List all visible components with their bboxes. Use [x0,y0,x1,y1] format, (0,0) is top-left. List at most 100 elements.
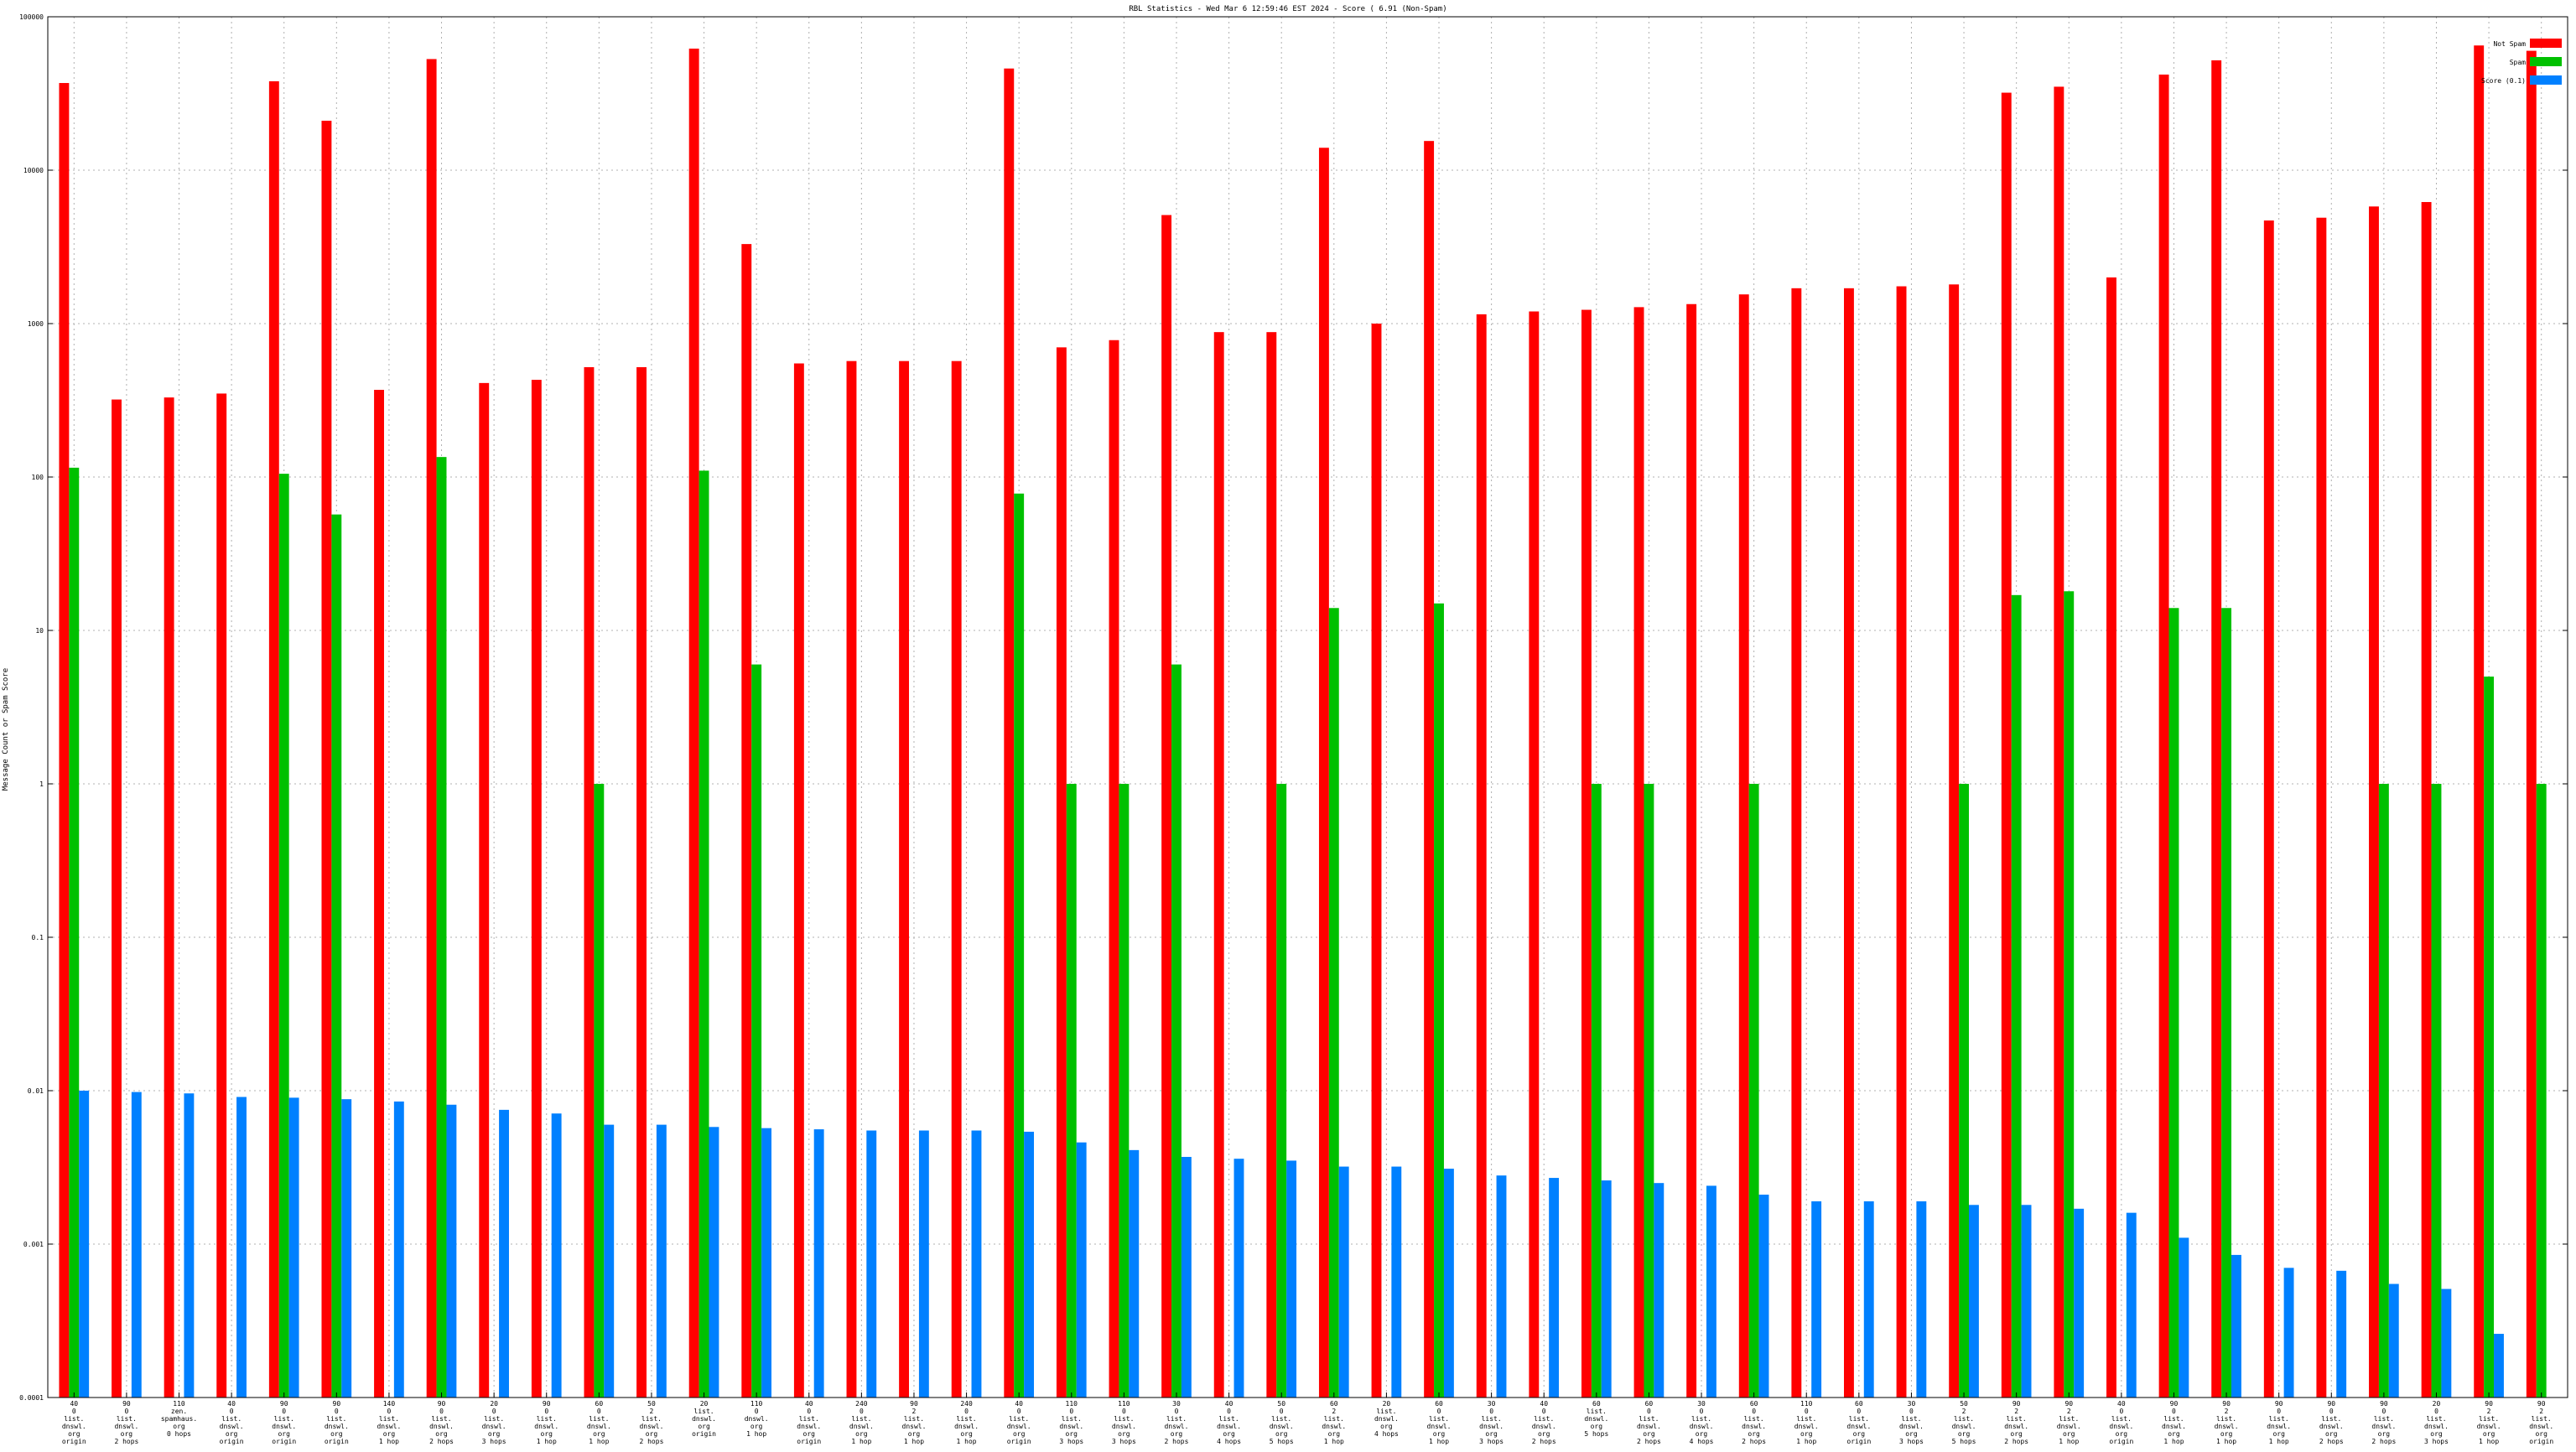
x-tick-label-line: dnswl. [1007,1423,1031,1430]
bar-score-0-1 [866,1130,877,1398]
x-tick-label-line: 4 hops [1690,1438,1714,1445]
x-tick-label-line: 20 [700,1400,709,1408]
x-tick-label-line: list. [1429,1415,1449,1423]
x-tick-label: 40 0 list. dnswl. org origin [220,1400,244,1445]
x-tick-label-line: origin [325,1438,349,1445]
x-tick-label-line: list. [2321,1415,2341,1423]
bar-spam [1119,784,1130,1398]
x-tick-label-line: 0 [860,1408,864,1415]
x-tick-label-line: 90 [2012,1400,2021,1408]
bar-score-0-1 [2126,1212,2137,1398]
x-tick-label-line: org [1275,1430,1288,1438]
bar-score-0-1 [2179,1237,2189,1398]
bar-score-0-1 [2074,1208,2085,1398]
x-tick-label-line: 5 hops [1584,1430,1608,1438]
bar-spam [751,664,762,1398]
x-tick-label-line: dnswl. [2267,1423,2291,1430]
x-tick-label-line: dnswl. [2162,1423,2186,1430]
x-tick-label-line: 90 [2327,1400,2335,1408]
x-tick-label-line: org [121,1430,133,1438]
x-tick-label-line: 0 [1175,1408,1179,1415]
x-tick-label-line: 60 [1330,1400,1338,1408]
bar-spam [2168,608,2179,1398]
x-tick-label-line: org [750,1423,763,1430]
x-tick-label: 90 2 list. dnswl. org 1 hop [2477,1400,2501,1445]
bar-spam [2378,784,2389,1398]
x-tick-label-line: list. [2059,1415,2079,1423]
x-tick-label-line: origin [2529,1438,2553,1445]
x-tick-label-line: dnswl. [1112,1423,1136,1430]
x-tick-label-line: zen. [171,1408,187,1415]
x-tick-label-line: 110 [1800,1400,1813,1408]
bar-not-spam [268,80,279,1398]
x-tick-label-line: dnswl. [2319,1423,2344,1430]
x-tick-label-line: dnswl. [429,1423,454,1430]
x-tick-label-line: org [1853,1430,1866,1438]
x-tick-label-line: list. [1587,1408,1607,1415]
x-tick-label-line: 0 [1805,1408,1809,1415]
bar-not-spam [321,121,332,1398]
x-tick-label-line: 90 [2170,1400,2179,1408]
bar-score-0-1 [131,1092,142,1398]
x-tick-label-line: list. [2007,1415,2027,1423]
y-tick-label: 0.1 [32,934,44,941]
bar-score-0-1 [1391,1166,1402,1398]
x-tick-label-line: 2 [2225,1408,2229,1415]
x-tick-label-line: dnswl. [692,1415,716,1423]
bar-not-spam [1529,311,1540,1398]
x-tick-label-line: list. [2163,1415,2184,1423]
x-tick-label-line: 2 [2487,1408,2491,1415]
x-tick-label-line: org [1223,1430,1235,1438]
x-tick-label-line: list. [64,1415,84,1423]
x-tick-label-line: org [2430,1430,2443,1438]
x-tick-label-line: 2 hops [1532,1438,1556,1445]
bar-score-0-1 [656,1124,667,1398]
x-tick-label-line: org [488,1430,501,1438]
x-tick-label-line: 50 [1277,1400,1285,1408]
bar-score-0-1 [1968,1205,1979,1398]
bar-score-0-1 [1496,1175,1507,1398]
x-tick-label-line: org [1800,1430,1813,1438]
x-tick-label: 20 list. dnswl. org origin [692,1400,716,1438]
x-tick-label-line: org [2272,1430,2285,1438]
x-tick-label: 90 0 list. dnswl. org 2 hops [2371,1400,2396,1445]
x-tick-label-line: org [2325,1430,2338,1438]
y-tick-label: 10000 [23,167,44,174]
bar-score-0-1 [1076,1142,1087,1398]
x-tick-label-line: org [1905,1430,1918,1438]
x-tick-label-line: org [1433,1430,1446,1438]
x-tick-label-line: 1 hop [2269,1438,2289,1445]
x-tick-label: 30 0 list. dnswl. org 4 hops [1690,1400,1714,1445]
x-tick-label-line: 0 [1752,1408,1756,1415]
x-tick-label: 50 2 list. dnswl. org 5 hops [1952,1400,1976,1445]
x-tick-label-line: origin [272,1438,296,1445]
x-tick-label-line: 2 [1332,1408,1336,1415]
x-tick-label-line: 3 hops [1899,1438,1924,1445]
x-tick-label-line: dnswl. [1427,1423,1452,1430]
y-tick-label: 10 [35,627,44,635]
bar-not-spam [1686,303,1697,1398]
x-tick-label-line: org [1066,1430,1078,1438]
x-tick-label-line: list. [2111,1415,2132,1423]
legend-label: Spam [2510,59,2526,66]
bar-spam [1748,784,1759,1398]
x-tick-label: 90 0 list. dnswl. org 1 hop [534,1400,558,1445]
x-tick-label-line: 90 [280,1400,288,1408]
bar-score-0-1 [1654,1183,1665,1398]
x-tick-label: 110 0 list. dnswl. org 3 hops [1059,1400,1083,1445]
x-tick-label-line: org [330,1430,343,1438]
x-tick-label-line: dnswl. [114,1423,138,1430]
bar-not-spam [1056,347,1067,1398]
x-tick-label-line: dnswl. [849,1423,874,1430]
x-tick-label-line: 3 hops [1479,1438,1504,1445]
x-tick-label-line: 60 [1435,1400,1443,1408]
x-tick-label-line: org [226,1430,238,1438]
x-tick-label-line: origin [1007,1438,1031,1445]
x-tick-label-line: 110 [173,1400,185,1408]
x-tick-label-line: 1 hop [2163,1438,2184,1445]
x-tick-label-line: org [1485,1430,1498,1438]
bar-not-spam [2526,50,2537,1398]
x-tick-label-line: 3 hops [1112,1438,1136,1445]
bar-score-0-1 [2336,1270,2347,1398]
x-tick-label-line: dnswl. [1479,1423,1504,1430]
